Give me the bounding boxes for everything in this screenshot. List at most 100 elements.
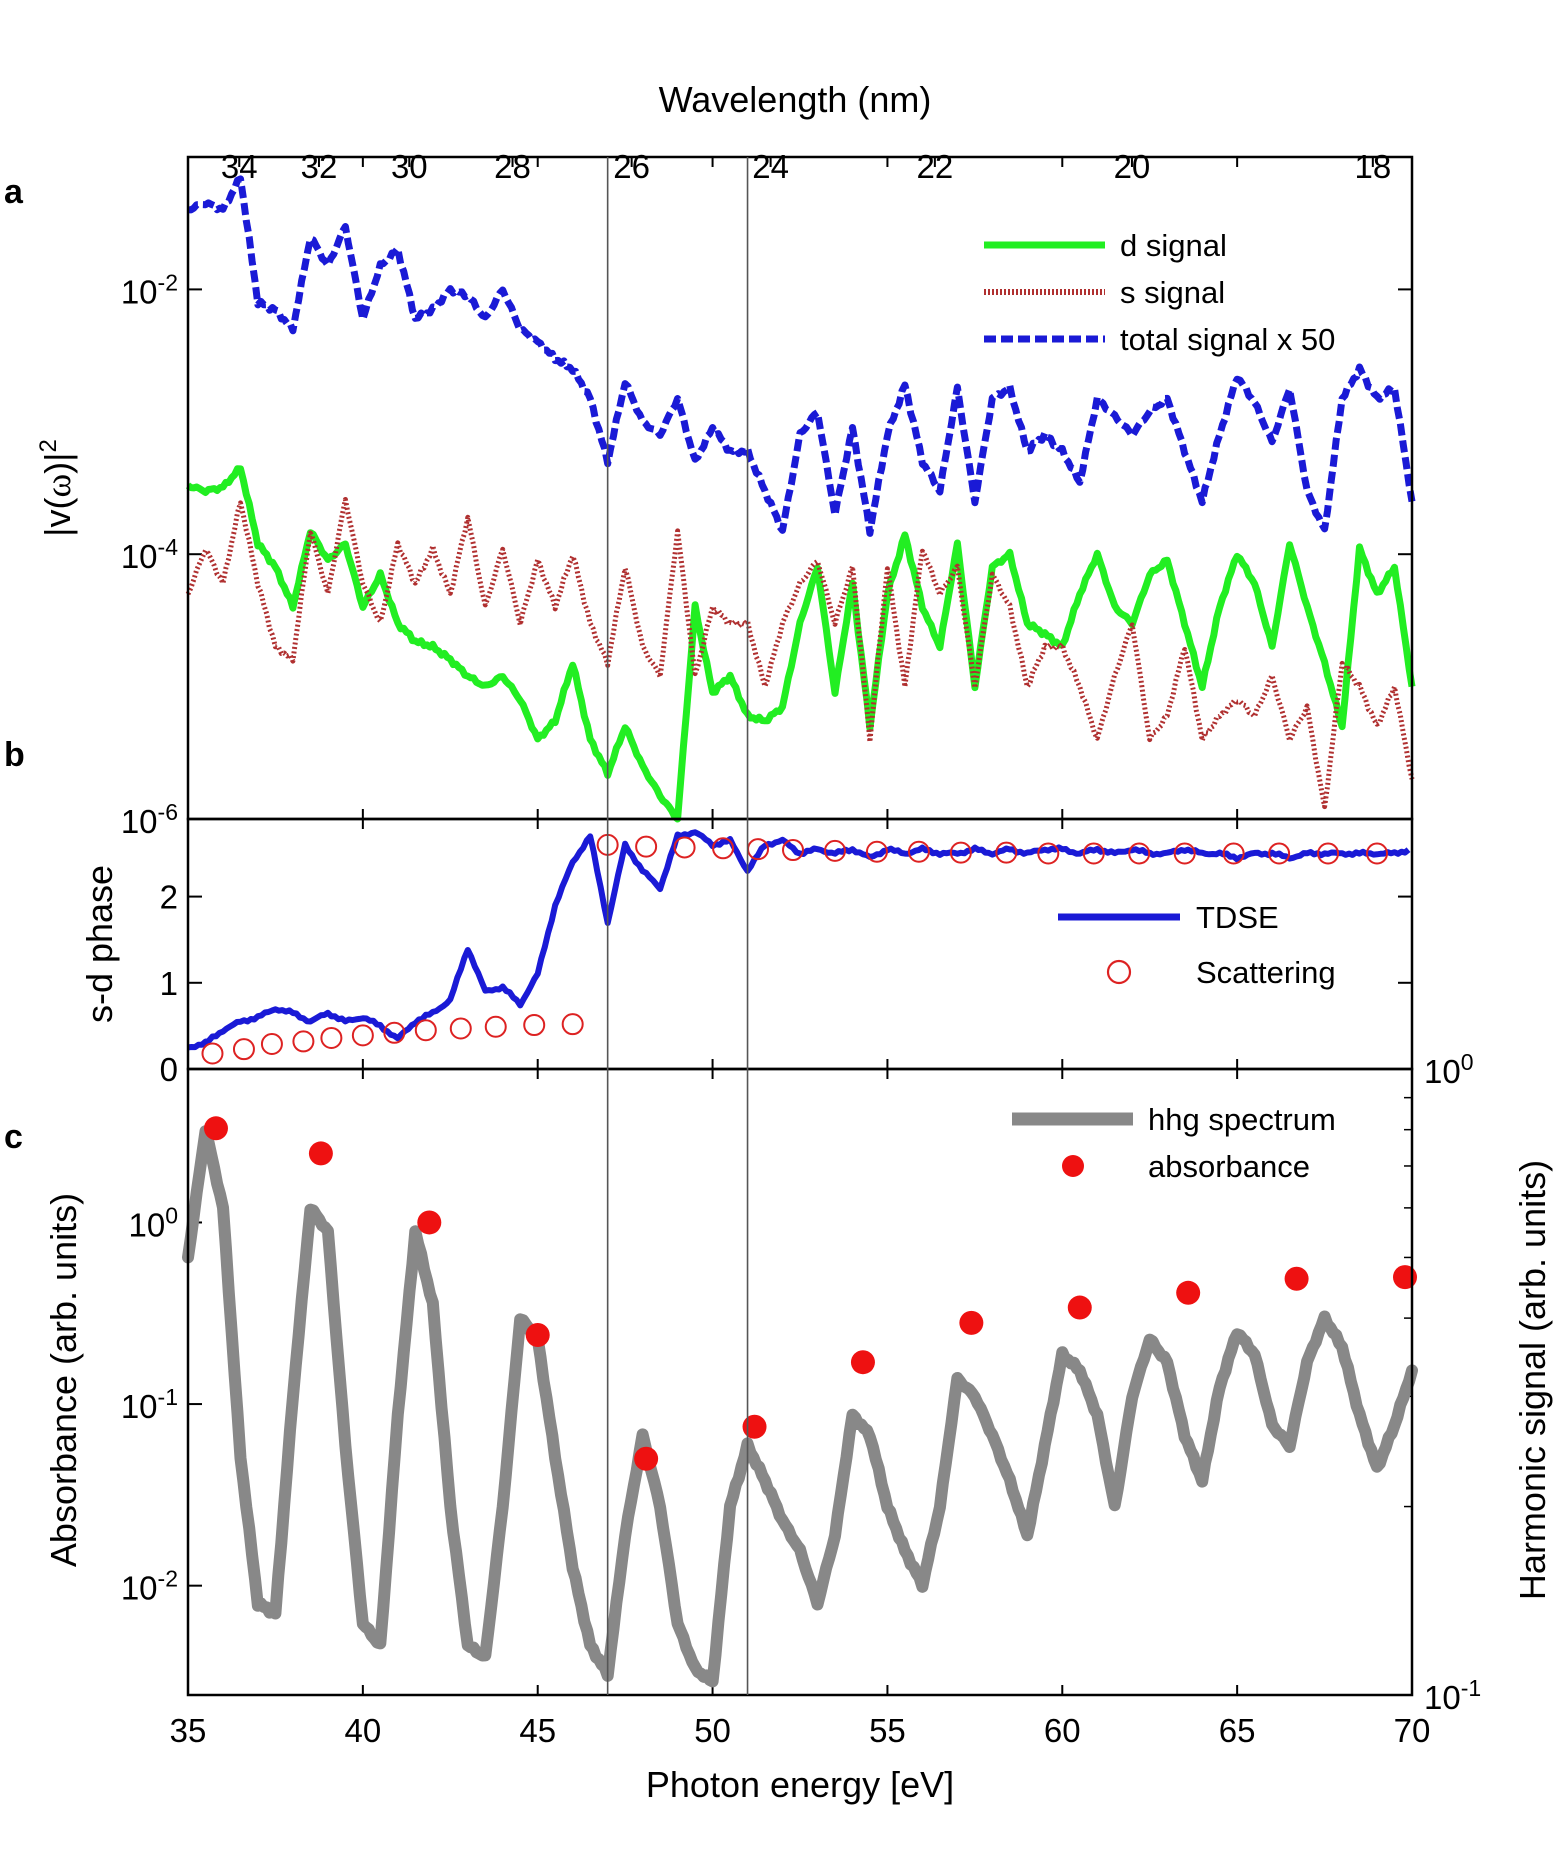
scattering-point [907,840,930,863]
top-tick-label: 18 [1354,148,1391,185]
scattering-point [1037,842,1060,865]
scattering-point [201,1042,224,1065]
series-line-s-signal [185,497,1415,810]
scattering-point [1366,842,1389,865]
scattering-point [561,1013,584,1036]
scattering-point [1317,842,1340,865]
absorbance-point [1067,1295,1092,1320]
scattering-point [865,840,888,863]
y-tick-label: 10-4 [121,534,178,575]
legend-label-d-signal: d signal [1120,228,1227,263]
x-tick-label: 55 [869,1712,906,1749]
scattering-point [484,1015,507,1038]
legend-swatch-scattering [1106,959,1132,985]
legend-label-scattering: Scattering [1196,955,1336,990]
top-axis-ticks: 34 32 30 28 26 24 22 20 18 [221,148,1391,185]
top-tick-label: 28 [494,148,531,185]
scattering-point [995,841,1018,864]
x-tick-label: 50 [694,1712,731,1749]
panel-c-right-y-ticks: 10-1 100 [1398,1049,1481,1716]
scattering-point [449,1017,472,1040]
scattering-point [1173,842,1196,865]
panel-a-series [185,175,1416,823]
scattering-point [1222,842,1245,865]
top-tick-label: 30 [391,148,428,185]
panel-label-b: b [4,736,25,774]
x-tick-label: 40 [344,1712,381,1749]
left-y-tick-label: 100 [128,1202,178,1243]
right-y-tick-label: 100 [1424,1049,1474,1090]
scattering-point [712,837,735,860]
scattering-point [782,839,805,862]
legend-label-tdse: TDSE [1196,900,1279,935]
scattering-point [673,836,696,859]
top-tick-label: 24 [752,148,789,185]
x-tick-label: 65 [1219,1712,1256,1749]
scattering-point [260,1033,283,1055]
panel-c-frame [186,1067,1414,1697]
series-line-total-signal-x-50 [187,175,1416,537]
y-tick-label: 10-2 [121,269,178,310]
top-tick-label: 20 [1114,148,1151,185]
panel-b-legend: TDSE Scattering [1058,900,1336,990]
scattering-point [823,839,846,862]
series-line-hhg-spectrum [182,1125,1418,1688]
y-tick-label: 10-6 [121,799,178,840]
bottom-axis-title: Photon energy [eV] [646,1764,954,1805]
panel-a-x-ticks [187,157,1413,819]
top-tick-label: 26 [613,148,650,185]
panel-a-y-label: |v(ω)|2 [35,439,78,537]
right-y-tick-label: 10-1 [1424,1675,1481,1716]
scattering-point [320,1026,343,1049]
panel-c-left-y-label: Absorbance (arb. units) [43,1193,84,1567]
x-tick-label: 60 [1044,1712,1081,1749]
legend-swatch-absorbance [1062,1155,1084,1177]
x-tick-label: 45 [519,1712,556,1749]
panel-b-y-ticks: 0 1 2 [160,879,1412,1088]
left-y-tick-label: 10-2 [121,1566,178,1607]
panel-b-y-label: s-d phase [79,865,120,1023]
scattering-point [292,1030,315,1053]
absorbance-point [850,1350,875,1375]
reference-lines [606,157,749,1695]
left-y-tick-label: 10-1 [121,1384,178,1425]
panel-c-right-y-label: Harmonic signal (arb. units) [1512,1160,1553,1600]
absorbance-point [1393,1265,1418,1290]
series-line-tdse [187,829,1411,1051]
top-tick-label: 22 [917,148,954,185]
panel-c: 10-2 10-1 100 10-1 100 35 40 45 50 55 60 65 70 Abs… [43,1049,1553,1749]
panel-c-legend: hhg spectrum absorbance [1012,1102,1336,1184]
x-tick-label: 35 [170,1712,207,1749]
panel-a-frame [186,155,1414,821]
panel-c-series [182,1116,1418,1688]
absorbance-point [1176,1280,1201,1305]
absorbance-point [634,1446,659,1471]
legend-label-total-signal: total signal x 50 [1120,322,1335,357]
legend-label-hhg-spectrum: hhg spectrum [1148,1102,1336,1137]
absorbance-point [1284,1266,1309,1291]
top-axis-title: Wavelength (nm) [659,79,932,120]
absorbance-point [525,1323,550,1348]
scattering-point [232,1038,255,1061]
panel-a-legend: d signal s signal total signal x 50 [984,228,1335,357]
panel-b: 0 1 2 s-d phase TDSE Scattering [79,817,1414,1088]
scattering-point [635,835,658,858]
panel-label-c: c [4,1118,23,1156]
scattering-point [949,841,972,864]
panel-a: 10-6 10-4 10-2 |v(ω)|2 d signal s signal t… [35,155,1416,840]
scattering-point [1128,842,1151,865]
absorbance-point [959,1310,984,1335]
scattering-point [383,1021,406,1044]
scattering-point [351,1024,374,1047]
legend-label-s-signal: s signal [1120,275,1225,310]
panel-c-left-y-ticks: 10-2 10-1 100 [121,1202,202,1607]
y-tick-label: 0 [160,1051,178,1088]
legend-label-absorbance: absorbance [1148,1149,1310,1184]
top-tick-label: 32 [301,148,338,185]
panel-c-x-ticks: 35 40 45 50 55 60 65 70 [170,1069,1431,1749]
scattering-point [1082,842,1105,865]
x-tick-label: 70 [1394,1712,1431,1749]
series-line-d-signal [185,465,1416,823]
panel-b-series [187,829,1411,1065]
